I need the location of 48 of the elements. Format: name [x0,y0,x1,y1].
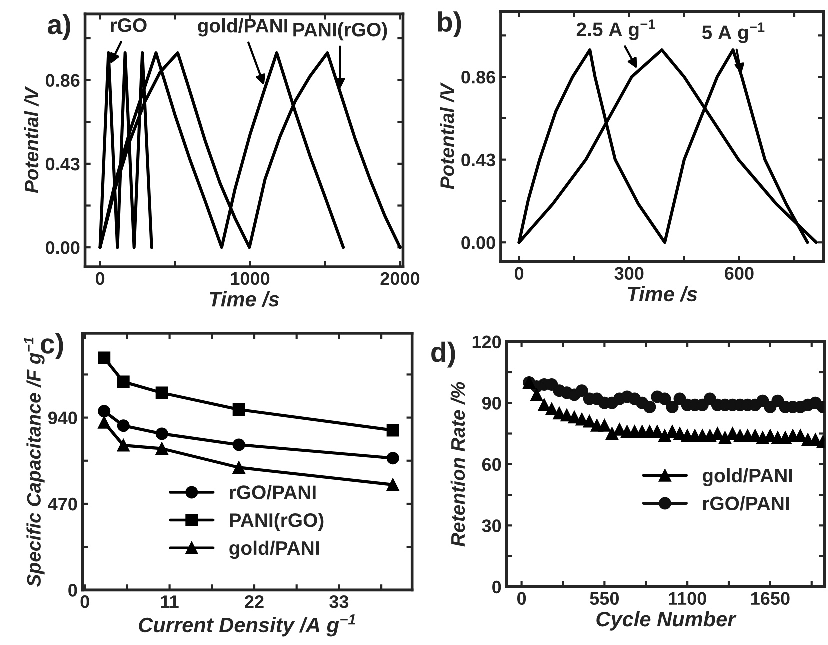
x-axis-title: Current Density /A g$^{−1}$ [139,614,356,637]
y-tick-label: 0 [68,584,78,597]
y-axis-title: Potential /V [440,82,455,190]
x-axis-title: Time /s [628,286,698,302]
y-tick-label: 60 [482,458,502,472]
annotation: 2.5 A g$^{−1}$ [576,20,656,40]
y-tick-label: 470 [48,498,78,511]
legend-label: rGO/PANI [230,485,316,500]
x-tick-label: 0 [80,596,90,608]
x-axis-title: Cycle Number [596,611,737,631]
y-tick-label: 0.00 [46,242,80,254]
y-tick-label: 120 [472,336,502,349]
legend-label: gold/PANI [230,540,320,560]
y-tick-label: 0 [492,580,502,594]
annotation: gold/PANI [198,18,288,37]
annotation: rGO [111,18,147,32]
y-tick-label: 940 [48,412,78,425]
annotation: 5 A g$^{−1}$ [702,22,765,44]
y-tick-label: 0.86 [462,70,496,84]
y-axis-title: Retention Rate /% [450,382,466,547]
legend-label: PANI(rGO) [230,513,324,532]
chart-title: a) [48,14,70,40]
x-tick-label: 300 [614,267,644,280]
x-tick-label: 1650 [751,592,790,606]
x-tick-label: 33 [330,596,349,608]
y-tick-label: 0.00 [462,236,496,250]
chart-title: d) [432,342,456,368]
x-tick-label: 550 [590,592,620,606]
y-tick-label: 0.86 [46,74,80,88]
y-tick-label: 0.43 [462,154,496,167]
x-tick-label: 0 [96,272,105,286]
annotation: PANI(rGO) [294,22,388,41]
x-tick-label: 1100 [669,592,706,606]
chart-title: b) [438,12,462,38]
x-tick-label: 22 [245,596,264,608]
y-tick-label: 90 [482,397,502,410]
y-tick-label: 30 [482,520,502,532]
x-tick-label: 0 [518,592,526,606]
x-axis-title: Time /s [210,292,280,308]
x-tick-label: 1000 [231,272,270,286]
y-tick-label: 0.43 [46,158,80,171]
x-tick-label: 600 [725,267,754,280]
y-axis-title: Potential /V [24,86,39,194]
x-tick-label: 11 [161,596,179,608]
x-tick-label: 0 [514,267,524,280]
legend-label: rGO/PANI [703,496,790,511]
x-tick-label: 2000 [380,272,420,286]
legend-label: gold/PANI [702,468,792,487]
